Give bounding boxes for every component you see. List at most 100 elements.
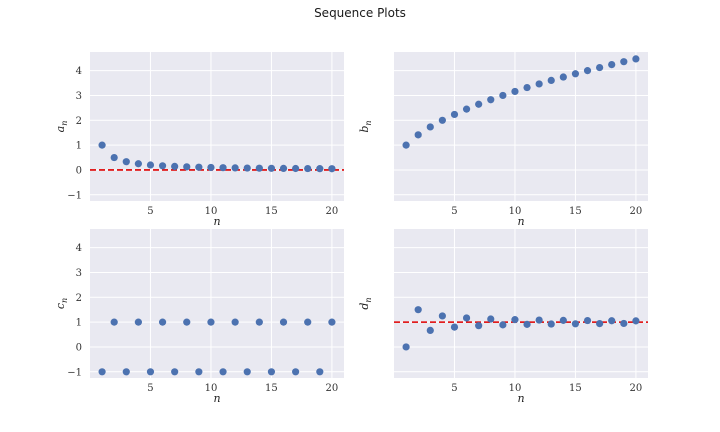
data-point bbox=[328, 318, 336, 326]
data-point bbox=[98, 141, 106, 149]
data-point bbox=[608, 60, 616, 69]
x-axis-label: n bbox=[213, 392, 220, 405]
y-axis-label: cn bbox=[54, 298, 69, 309]
data-point bbox=[535, 80, 543, 88]
data-point bbox=[316, 368, 324, 376]
x-tick-label: 5 bbox=[451, 383, 457, 394]
y-axis-label: an bbox=[54, 121, 69, 133]
data-point bbox=[438, 312, 446, 320]
data-point bbox=[255, 164, 263, 172]
data-point bbox=[207, 318, 215, 326]
data-point bbox=[243, 164, 251, 172]
data-point bbox=[158, 162, 167, 170]
figure-title: Sequence Plots bbox=[314, 6, 406, 20]
data-point bbox=[134, 318, 142, 326]
data-point bbox=[511, 316, 519, 324]
data-point bbox=[292, 164, 300, 173]
data-point bbox=[279, 164, 288, 172]
y-tick-label: 0 bbox=[76, 165, 82, 176]
data-point bbox=[171, 368, 179, 376]
data-point bbox=[462, 105, 471, 113]
data-point bbox=[571, 70, 580, 78]
data-point bbox=[632, 317, 640, 325]
data-point bbox=[402, 141, 410, 149]
data-point bbox=[122, 158, 130, 166]
x-tick-label: 15 bbox=[569, 383, 582, 394]
y-tick-label: 0 bbox=[76, 342, 82, 353]
x-tick-label: 20 bbox=[630, 206, 643, 217]
data-point bbox=[231, 164, 239, 172]
subplot-a: 5 10 15 20 −1 0 1 2 3 4 n an bbox=[54, 52, 344, 228]
data-point bbox=[316, 165, 324, 173]
x-tick-label: 10 bbox=[509, 383, 522, 394]
data-point bbox=[195, 163, 203, 171]
data-point bbox=[462, 314, 471, 322]
data-point bbox=[475, 322, 483, 330]
data-point bbox=[426, 123, 434, 131]
x-tick-label: 20 bbox=[630, 383, 643, 394]
x-tick-label: 10 bbox=[205, 383, 218, 394]
plot-area bbox=[90, 229, 344, 378]
data-point bbox=[98, 368, 106, 376]
y-axis-label: bn bbox=[358, 120, 373, 132]
y-tick-label: 2 bbox=[76, 293, 82, 304]
data-point bbox=[207, 163, 215, 172]
y-tick-label: 2 bbox=[76, 116, 82, 127]
y-tick-label: 4 bbox=[76, 66, 82, 77]
x-tick-label: 15 bbox=[265, 383, 278, 394]
data-point bbox=[243, 368, 251, 376]
data-point bbox=[571, 320, 580, 328]
data-point bbox=[523, 320, 531, 328]
data-point bbox=[231, 318, 239, 326]
x-axis-label: n bbox=[517, 392, 524, 405]
y-tick-label: 3 bbox=[76, 91, 82, 102]
subplot-grid: 5 10 15 20 −1 0 1 2 3 4 n an 5 10 15 20 n bn 5 10 15 20 −1 0 1 2 3… bbox=[54, 52, 648, 405]
subplot-c: 5 10 15 20 −1 0 1 2 3 4 n cn bbox=[54, 229, 344, 405]
x-tick-label: 10 bbox=[509, 206, 522, 217]
x-tick-label: 5 bbox=[147, 383, 153, 394]
data-point bbox=[608, 317, 616, 325]
data-point bbox=[171, 162, 179, 171]
x-tick-label: 20 bbox=[326, 383, 339, 394]
data-point bbox=[279, 318, 288, 326]
subplot-d: 5 10 15 20 n dn bbox=[358, 229, 648, 405]
y-tick-label: 1 bbox=[76, 318, 82, 329]
data-point bbox=[267, 368, 276, 376]
data-point bbox=[438, 116, 446, 124]
x-tick-label: 15 bbox=[569, 206, 582, 217]
data-point bbox=[487, 96, 495, 104]
data-point bbox=[499, 321, 507, 329]
x-tick-label: 15 bbox=[265, 206, 278, 217]
data-point bbox=[292, 368, 300, 376]
data-point bbox=[426, 326, 434, 334]
y-axis-label: dn bbox=[358, 297, 373, 309]
data-point bbox=[620, 319, 628, 328]
y-tick-label: 3 bbox=[76, 268, 82, 279]
data-point bbox=[195, 368, 203, 376]
x-axis-label: n bbox=[517, 215, 524, 228]
data-point bbox=[596, 63, 604, 72]
y-tick-label: −1 bbox=[67, 367, 82, 378]
data-point bbox=[158, 318, 167, 326]
data-point bbox=[219, 164, 227, 172]
data-point bbox=[487, 315, 495, 323]
data-point bbox=[499, 91, 507, 100]
data-point bbox=[583, 67, 592, 75]
x-axis-label: n bbox=[213, 215, 220, 228]
data-point bbox=[110, 153, 118, 162]
data-point bbox=[134, 160, 142, 168]
data-point bbox=[414, 306, 422, 314]
data-point bbox=[328, 165, 336, 173]
subplot-b: 5 10 15 20 n bn bbox=[358, 52, 648, 228]
x-tick-label: 5 bbox=[451, 206, 457, 217]
data-point bbox=[450, 323, 459, 331]
y-tick-label: 1 bbox=[76, 141, 82, 152]
data-point bbox=[559, 73, 567, 81]
x-tick-label: 5 bbox=[147, 206, 153, 217]
data-point bbox=[535, 316, 543, 324]
data-point bbox=[304, 164, 312, 173]
y-tick-label: 4 bbox=[76, 243, 82, 254]
x-tick-label: 20 bbox=[326, 206, 339, 217]
data-point bbox=[255, 318, 263, 326]
